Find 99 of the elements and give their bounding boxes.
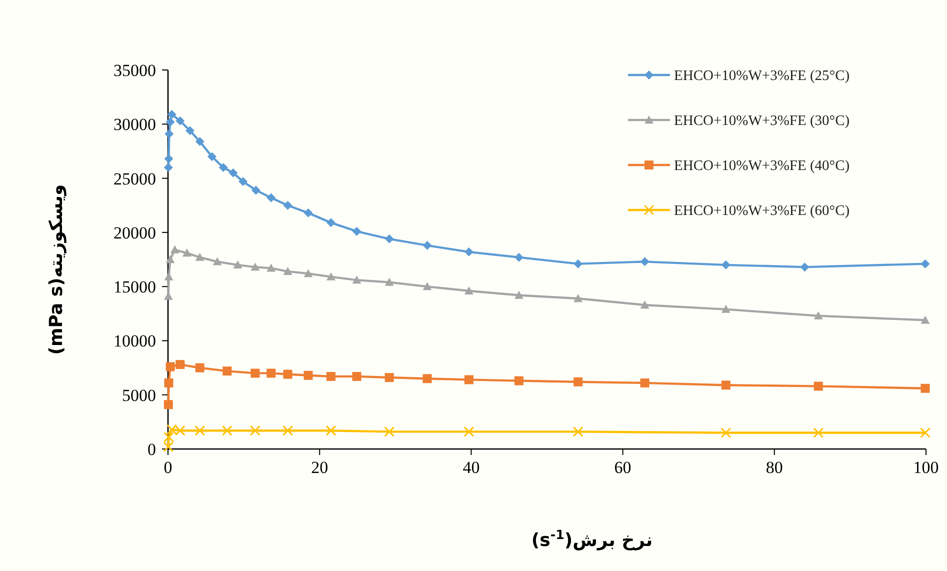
point [218, 162, 228, 172]
point [266, 264, 276, 272]
point [167, 110, 176, 119]
point [422, 282, 432, 290]
point [326, 425, 336, 436]
point [194, 425, 206, 436]
point [464, 247, 474, 256]
point [195, 363, 204, 372]
y-tick-label: 0 [148, 440, 156, 459]
point [384, 234, 394, 244]
point [326, 372, 336, 381]
point [304, 269, 313, 278]
point [233, 260, 242, 269]
point [514, 376, 524, 386]
point [422, 240, 432, 250]
point [185, 126, 194, 136]
point [164, 432, 174, 442]
point [640, 257, 650, 266]
point [920, 316, 930, 324]
y-tick-label: 15000 [114, 278, 156, 297]
point [251, 186, 260, 195]
point [282, 425, 294, 436]
point [304, 370, 313, 380]
point [304, 208, 313, 218]
point [514, 290, 524, 299]
point [326, 272, 336, 280]
point [164, 400, 173, 410]
point [207, 152, 216, 162]
point [176, 360, 185, 370]
legend-label: EHCO+10%W+3%FE (40°C) [674, 158, 850, 174]
point [352, 226, 362, 236]
point [814, 382, 823, 391]
point [283, 266, 292, 276]
point [228, 168, 238, 178]
point [920, 384, 930, 393]
y-tick-label: 5000 [122, 386, 156, 405]
point [464, 426, 474, 437]
point [164, 378, 174, 388]
point [384, 373, 394, 382]
y-tick-label: 30000 [114, 115, 156, 134]
point [920, 259, 930, 268]
point [283, 370, 292, 379]
point [720, 428, 732, 438]
y-axis-title: ویسکوزیته(mPa s) [46, 184, 67, 355]
point [813, 428, 824, 438]
point [814, 311, 823, 320]
point [352, 276, 362, 284]
point [238, 177, 248, 186]
point [266, 193, 276, 202]
point [164, 154, 174, 164]
x-tick-label: 100 [913, 458, 939, 477]
legend-label: EHCO+10%W+3%FE (30°C) [674, 113, 850, 129]
point [266, 368, 276, 378]
y-tick-label: 25000 [114, 169, 156, 188]
x-tick-label: 40 [462, 458, 480, 477]
y-tick-label: 20000 [114, 223, 156, 242]
point [721, 304, 730, 313]
point [464, 375, 474, 384]
point [574, 377, 583, 386]
x-tick-label: 80 [766, 458, 783, 477]
point [574, 259, 583, 268]
point [166, 117, 175, 126]
y-tick-label: 35000 [114, 61, 156, 80]
point [326, 218, 336, 228]
point [800, 262, 810, 272]
x-tick-label: 0 [164, 458, 172, 477]
point [640, 378, 650, 388]
y-tick-label: 10000 [114, 332, 156, 351]
point [250, 425, 260, 436]
point [283, 200, 292, 210]
point [250, 368, 260, 378]
legend-label: EHCO+10%W+3%FE (60°C) [674, 203, 850, 219]
x-tick-label: 20 [311, 458, 328, 477]
point [422, 374, 432, 384]
x-tick-label: 60 [614, 458, 632, 477]
point [166, 255, 175, 264]
point [222, 366, 232, 376]
point [170, 245, 180, 254]
point [384, 278, 394, 286]
point [721, 380, 730, 390]
point [222, 425, 232, 436]
point [574, 294, 583, 302]
point [920, 428, 930, 438]
point [514, 252, 524, 262]
point [182, 248, 192, 257]
point [166, 362, 175, 372]
legend-label: EHCO+10%W+3%FE (25°C) [674, 68, 850, 84]
point [176, 116, 185, 126]
point [640, 300, 650, 309]
point [164, 129, 174, 138]
point [195, 136, 204, 146]
point [250, 262, 260, 271]
point [212, 257, 222, 266]
point [721, 260, 730, 270]
point [352, 372, 362, 381]
point [384, 426, 395, 437]
point [464, 286, 474, 295]
point [195, 252, 204, 261]
point [572, 426, 584, 437]
